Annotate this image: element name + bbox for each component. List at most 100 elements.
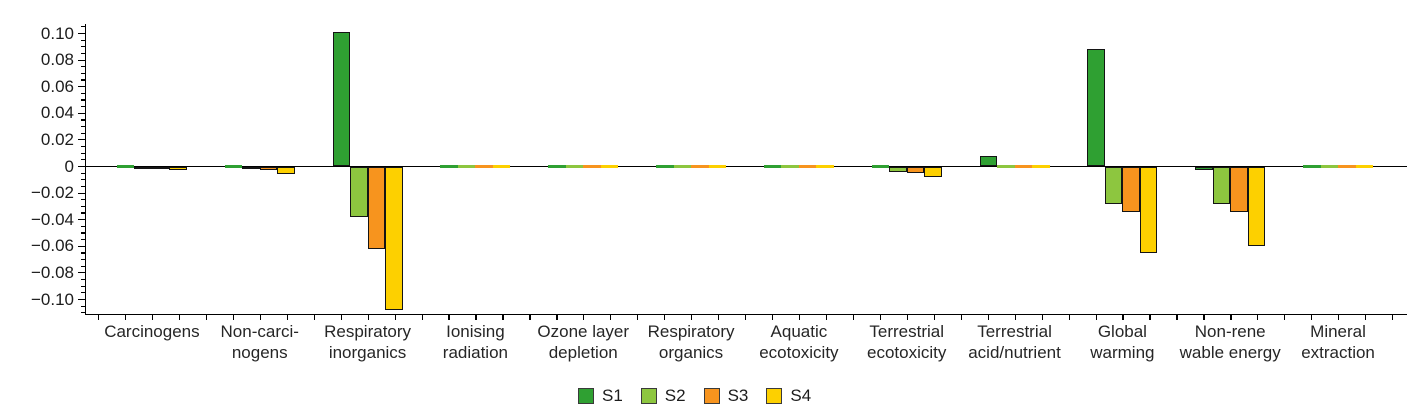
x-tick (852, 314, 855, 321)
x-axis-line (85, 313, 1407, 315)
bar-S2 (457, 165, 476, 168)
bar-S2 (1212, 166, 1231, 204)
x-category-label: Aquatic ecotoxicity (725, 321, 873, 363)
bar-S3 (259, 166, 278, 171)
bar-S4 (1355, 165, 1374, 168)
bar-S4 (169, 166, 187, 170)
y-minor-tick (81, 212, 85, 214)
y-minor-tick (81, 172, 85, 174)
bar-S3 (583, 165, 601, 168)
bar-S3 (1014, 165, 1033, 168)
x-tick (637, 314, 639, 321)
y-minor-tick (81, 265, 85, 267)
x-tick (960, 314, 962, 321)
x-tick (1203, 314, 1205, 321)
x-category-label-line: Non-rene (1194, 322, 1266, 341)
y-minor-tick (81, 39, 85, 41)
y-minor-tick (81, 72, 85, 74)
x-tick (448, 314, 450, 321)
x-tick (340, 314, 342, 321)
y-major-tick (78, 272, 85, 274)
x-category-label-line: inorganics (328, 343, 407, 362)
x-tick (987, 314, 989, 321)
bar-S2 (1104, 166, 1123, 204)
bar-S4 (277, 166, 295, 175)
legend-label: S4 (790, 386, 812, 405)
x-tick (745, 314, 747, 321)
y-major-tick (78, 165, 85, 168)
x-tick (205, 314, 208, 321)
x-tick (98, 314, 100, 321)
x-tick (232, 314, 234, 321)
y-minor-tick (81, 285, 85, 287)
x-tick (1338, 314, 1340, 321)
y-major-tick (78, 32, 85, 35)
legend-item-S3: S3 (703, 387, 748, 405)
y-tick-label: −0.04 (30, 209, 74, 229)
x-tick (1230, 314, 1232, 321)
x-category-label-line: acid/nutrient (968, 343, 1061, 362)
y-minor-tick (81, 252, 85, 254)
x-category-label-line: Ozone layer (537, 322, 630, 341)
y-minor-tick (81, 199, 85, 201)
y-tick-label: −0.06 (30, 236, 74, 256)
x-category-label-line: ecotoxicity (867, 343, 947, 362)
x-category-label: Respiratory inorganics (294, 321, 442, 363)
bar-S3 (367, 166, 386, 249)
y-minor-tick (81, 119, 85, 121)
bar-S2 (889, 166, 907, 172)
x-tick (1122, 314, 1124, 321)
x-category-label-line: Mineral (1310, 322, 1366, 341)
legend-label: S1 (602, 386, 623, 405)
x-category-label-line: Ionising (446, 322, 505, 341)
x-category-label-line: Carcinogens (104, 322, 200, 341)
y-minor-tick (81, 106, 85, 108)
x-tick (529, 314, 531, 321)
y-tick-label: 0.06 (40, 76, 74, 96)
x-tick (313, 314, 315, 321)
legend-swatch-S1 (578, 388, 594, 404)
bar-S2 (565, 165, 584, 168)
bar-S1 (1195, 166, 1213, 171)
y-tick-label: −0.10 (30, 289, 74, 309)
y-major-tick (78, 245, 85, 247)
x-tick (906, 314, 908, 321)
y-tick-label: 0.02 (40, 129, 74, 149)
y-minor-tick (81, 66, 85, 68)
x-tick (610, 314, 612, 321)
bar-S4 (708, 165, 727, 168)
y-minor-tick (81, 305, 85, 307)
x-tick (798, 314, 801, 321)
x-category-label: Carcinogens (78, 321, 226, 342)
x-category-label-line: Respiratory (647, 322, 735, 341)
y-minor-tick (81, 225, 85, 227)
x-tick (1392, 314, 1394, 321)
x-category-label-line: warming (1090, 343, 1155, 362)
x-category-label: Global warming (1048, 321, 1196, 363)
x-category-label-line: radiation (442, 343, 508, 362)
x-category-label: Respiratory organics (617, 321, 765, 363)
y-minor-tick (81, 232, 85, 234)
bar-S2 (673, 165, 692, 168)
y-minor-tick (81, 179, 85, 181)
x-tick (1311, 314, 1313, 321)
y-tick-label: −0.08 (30, 262, 74, 282)
x-category-label: Non-carci-nogens (186, 321, 334, 363)
bar-S4 (600, 165, 619, 168)
x-category-label-line: Terrestrial (869, 322, 945, 341)
x-category-label-line: depletion (548, 343, 618, 362)
y-minor-tick (81, 46, 85, 48)
y-major-tick (78, 59, 85, 61)
bar-S2 (997, 165, 1015, 168)
bar-S2 (134, 166, 152, 169)
bar-S1 (116, 165, 135, 168)
bar-S1 (1303, 165, 1321, 168)
bar-S1 (332, 32, 351, 167)
x-tick (718, 314, 720, 321)
x-category-label-line: Terrestrial (977, 322, 1052, 341)
legend-item-S4: S4 (766, 387, 811, 405)
bar-S3 (475, 165, 493, 168)
x-tick (691, 314, 693, 321)
y-minor-tick (81, 159, 85, 161)
